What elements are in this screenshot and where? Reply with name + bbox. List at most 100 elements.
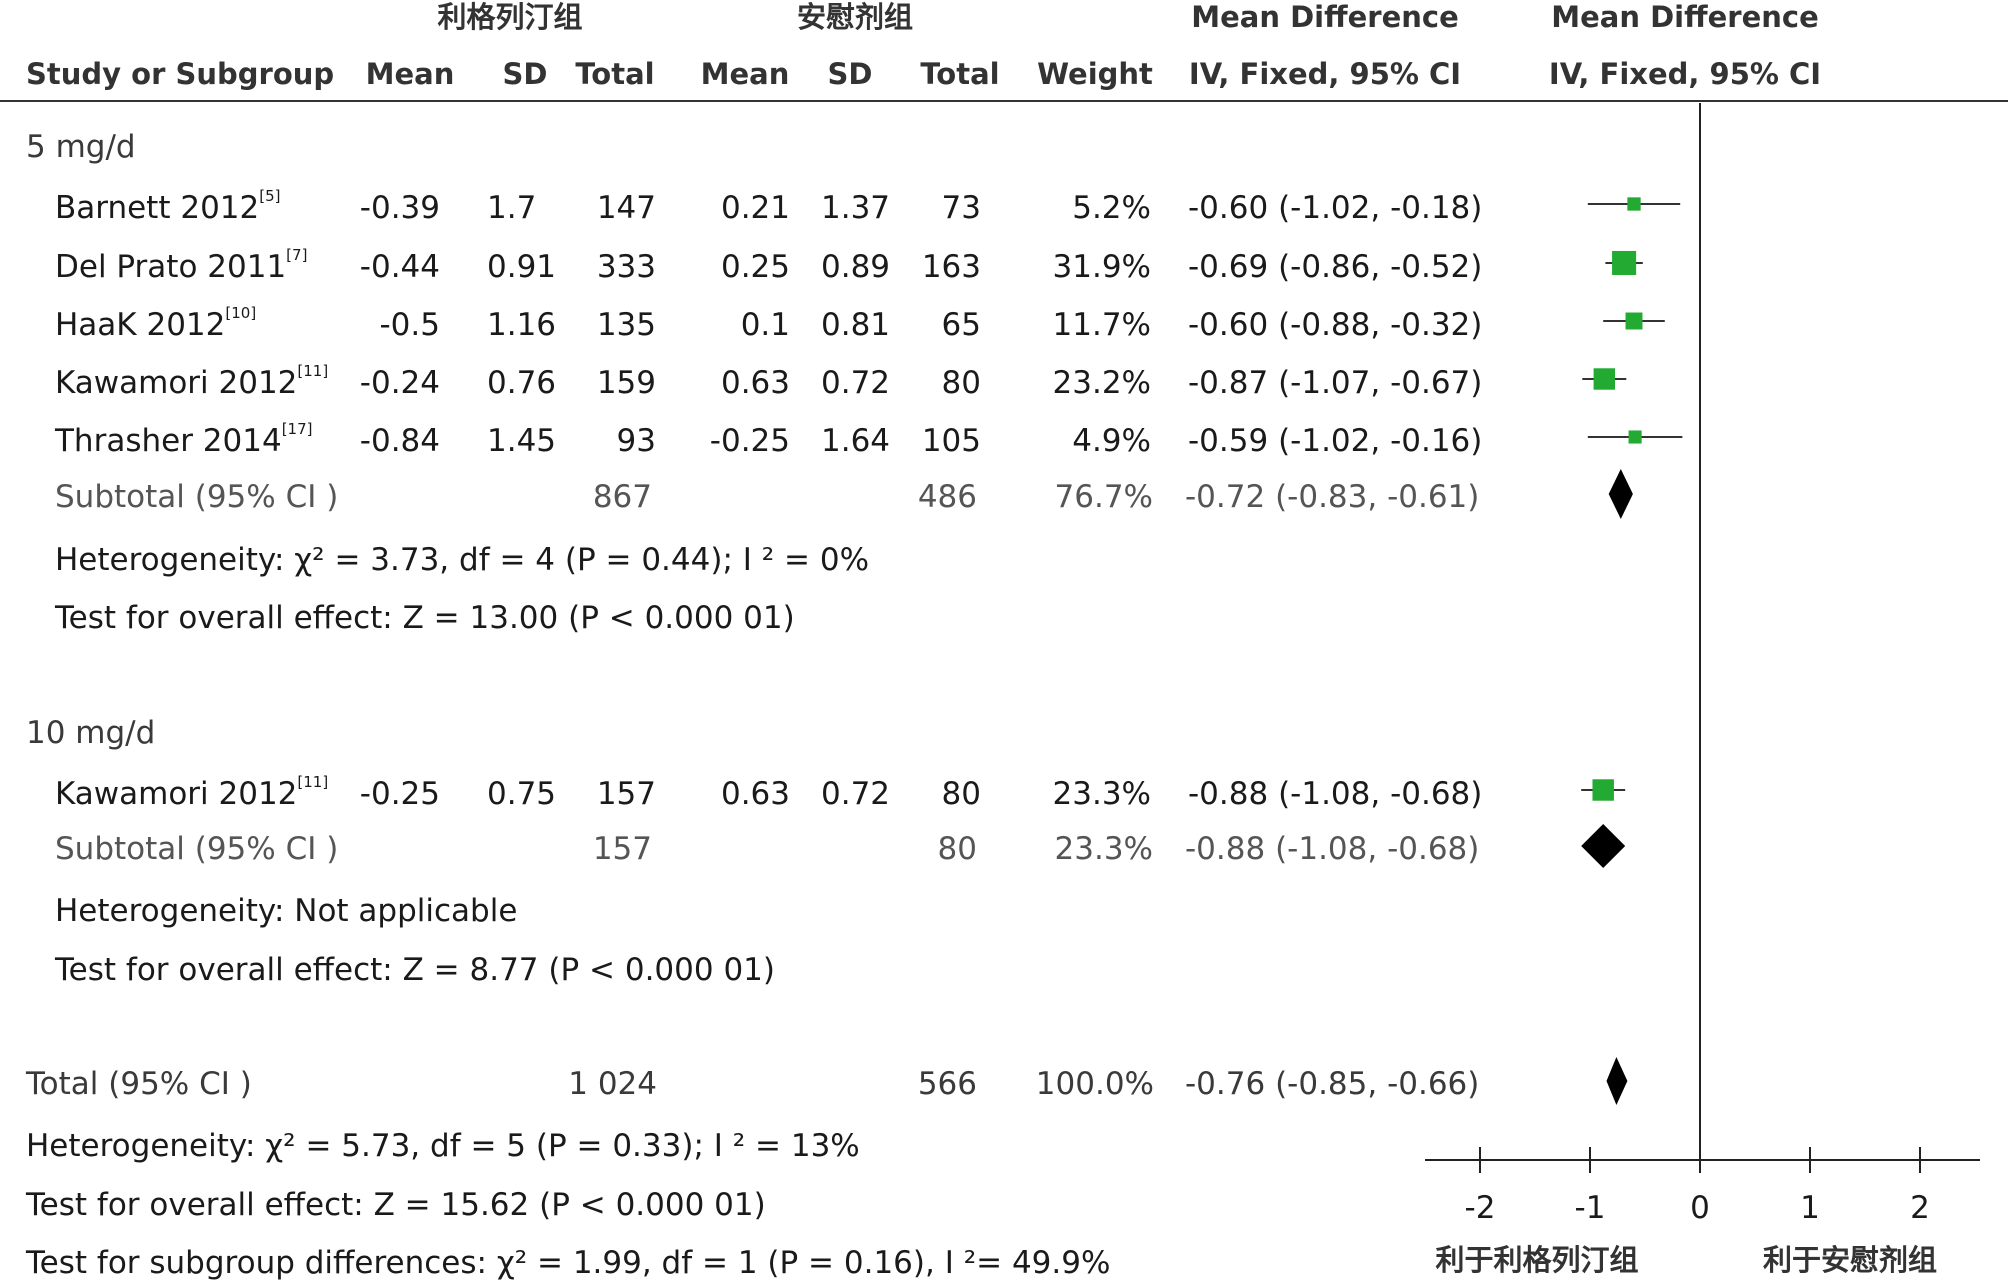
total-total1: 1 024 [568, 1066, 657, 1102]
weight-value: 11.7% [1052, 307, 1151, 343]
mean1-value: -0.5 [379, 307, 441, 343]
total1-value: 135 [596, 307, 656, 343]
total2-value: 80 [941, 365, 981, 401]
subtotal-total2: 80 [937, 831, 977, 867]
favours-left-label: 利于利格列汀组 [1435, 1243, 1638, 1277]
study-name: Barnett 2012[5] [55, 187, 281, 226]
ci-header-2: IV, Fixed, 95% CI [1548, 57, 1822, 91]
total-weight: 100.0% [1035, 1066, 1154, 1102]
sd1-value: 0.75 [487, 776, 557, 812]
weight-value: 23.3% [1052, 776, 1151, 812]
sd2-value: 1.37 [821, 190, 891, 226]
subtotal-ci: -0.88 (-1.08, -0.68) [1185, 831, 1480, 867]
subtotal-weight: 76.7% [1054, 479, 1153, 515]
total1-value: 147 [596, 190, 656, 226]
sd2-value: 0.81 [821, 307, 891, 343]
study-effect-square [1625, 312, 1643, 330]
study-effect-square [1612, 250, 1637, 276]
heterogeneity-text: Heterogeneity: χ² = 3.73, df = 4 (P = 0.… [55, 542, 870, 578]
study-name: Thrasher 2014[17] [55, 420, 313, 459]
subgroup-differences-text: Test for subgroup differences: χ² = 1.99… [26, 1245, 1111, 1281]
overall-effect-text: Test for overall effect: Z = 13.00 (P < … [55, 600, 795, 636]
mean2-value: 0.63 [720, 365, 790, 401]
ci-value: -0.60 (-0.88, -0.32) [1188, 307, 1483, 343]
mean1-header: Mean [365, 57, 455, 91]
weight-value: 5.2% [1072, 190, 1151, 226]
weight-value: 31.9% [1052, 249, 1151, 285]
ci-value: -0.60 (-1.02, -0.18) [1188, 190, 1483, 226]
total-overall-effect-text: Test for overall effect: Z = 15.62 (P < … [26, 1187, 766, 1223]
study-name: Kawamori 2012[11] [55, 362, 329, 401]
sd2-header: SD [827, 57, 873, 91]
total-total2: 566 [917, 1066, 977, 1102]
study-effect-square [1628, 430, 1642, 444]
subtotal-ci: -0.72 (-0.83, -0.61) [1185, 479, 1480, 515]
study-effect-square [1627, 197, 1641, 211]
sd1-value: 1.45 [487, 423, 557, 459]
mean2-value: 0.25 [720, 249, 790, 285]
mean1-value: -0.25 [359, 776, 440, 812]
subtotal-label: Subtotal (95% CI ) [55, 831, 339, 867]
ci-value: -0.87 (-1.07, -0.67) [1188, 365, 1483, 401]
x-axis-ticks: -2 -1 0 1 2 [1465, 1147, 1930, 1226]
md-label-2: Mean Difference [1551, 0, 1819, 34]
sd1-value: 1.16 [487, 307, 557, 343]
summary-diamond [1606, 1057, 1628, 1105]
ci-header-1: IV, Fixed, 95% CI [1188, 57, 1462, 91]
total2-value: 65 [941, 307, 981, 343]
study-effect-square [1593, 368, 1616, 390]
subgroup-label: 10 mg/d [26, 715, 156, 751]
overall-effect-text: Test for overall effect: Z = 8.77 (P < 0… [55, 952, 775, 988]
x-tick-label: 2 [1910, 1190, 1930, 1226]
sd2-value: 1.64 [821, 423, 891, 459]
ci-value: -0.88 (-1.08, -0.68) [1188, 776, 1483, 812]
mean1-value: -0.24 [359, 365, 440, 401]
mean2-value: -0.25 [709, 423, 790, 459]
subgroup-label: 5 mg/d [26, 129, 136, 165]
subtotal-total1: 157 [592, 831, 652, 867]
favours-right-label: 利于安慰剂组 [1763, 1243, 1937, 1277]
sd2-value: 0.72 [821, 365, 891, 401]
heterogeneity-text: Heterogeneity: Not applicable [55, 893, 518, 929]
study-name: Kawamori 2012[11] [55, 773, 329, 812]
total1-value: 333 [596, 249, 656, 285]
weight-value: 4.9% [1072, 423, 1151, 459]
study-name: Del Prato 2011[7] [55, 246, 308, 285]
mean2-value: 0.63 [720, 776, 790, 812]
mean1-value: -0.39 [359, 190, 440, 226]
mean1-value: -0.84 [359, 423, 440, 459]
mean1-value: -0.44 [359, 249, 440, 285]
study-effect-square [1592, 779, 1614, 801]
total-label: Total (95% CI ) [26, 1066, 252, 1102]
md-label-1: Mean Difference [1191, 0, 1459, 34]
weight-value: 23.2% [1052, 365, 1151, 401]
sd1-value: 1.7 [487, 190, 537, 226]
sd1-header: SD [502, 57, 548, 91]
sd1-value: 0.76 [487, 365, 557, 401]
total2-value: 73 [941, 190, 981, 226]
summary-diamond [1608, 469, 1633, 519]
group2-label: 安慰剂组 [796, 0, 913, 34]
sd1-value: 0.91 [487, 249, 557, 285]
x-tick-label: -2 [1465, 1190, 1496, 1226]
sd2-value: 0.89 [821, 249, 891, 285]
mean2-value: 0.1 [740, 307, 790, 343]
total2-value: 105 [921, 423, 981, 459]
total1-header: Total [575, 57, 655, 91]
sd2-value: 0.72 [821, 776, 891, 812]
ci-value: -0.59 (-1.02, -0.16) [1188, 423, 1483, 459]
x-tick-label: 1 [1800, 1190, 1820, 1226]
x-tick-label: -1 [1575, 1190, 1606, 1226]
x-tick-label: 0 [1690, 1190, 1710, 1226]
total-heterogeneity-text: Heterogeneity: χ² = 5.73, df = 5 (P = 0.… [26, 1128, 860, 1164]
header-rule [0, 100, 2008, 102]
total2-value: 163 [921, 249, 981, 285]
subtotal-total2: 486 [917, 479, 977, 515]
total1-value: 93 [616, 423, 656, 459]
total2-header: Total [920, 57, 1000, 91]
total1-value: 157 [596, 776, 656, 812]
forest-marks [1581, 197, 1683, 1105]
total2-value: 80 [941, 776, 981, 812]
